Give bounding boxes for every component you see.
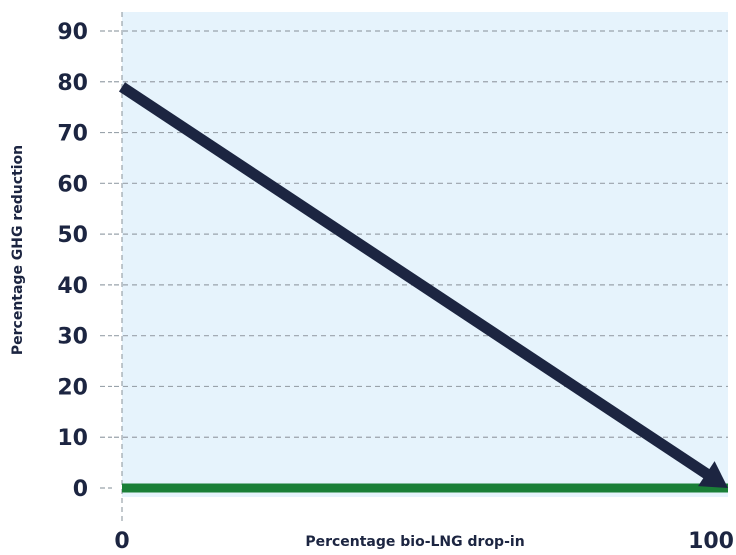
y-axis-label: Percentage GHG reduction [10, 145, 26, 355]
y-tick-label: 0 [73, 477, 88, 502]
y-tick-label: 60 [57, 172, 88, 197]
y-axis-ticks: 0 10 20 30 40 50 60 70 80 90 [57, 20, 112, 502]
x-tick-label: 0 [114, 529, 129, 551]
series [118, 82, 728, 493]
y-tick-label: 90 [57, 20, 88, 45]
x-axis-ticks: 0 100 [114, 529, 734, 554]
y-tick-label: 10 [57, 426, 88, 451]
y-tick-label: 20 [57, 375, 88, 400]
x-axis-label: Percentage bio-LNG drop-in [305, 534, 524, 550]
y-tick-label: 50 [57, 223, 88, 248]
y-tick-label: 40 [57, 274, 88, 299]
x-tick-label: 100 [688, 529, 734, 551]
series-arrowhead [698, 461, 728, 488]
y-tick-label: 70 [57, 122, 88, 147]
y-tick-label: 30 [57, 325, 88, 350]
y-tick-label: 80 [57, 71, 88, 96]
series-line-reduction [118, 82, 712, 480]
